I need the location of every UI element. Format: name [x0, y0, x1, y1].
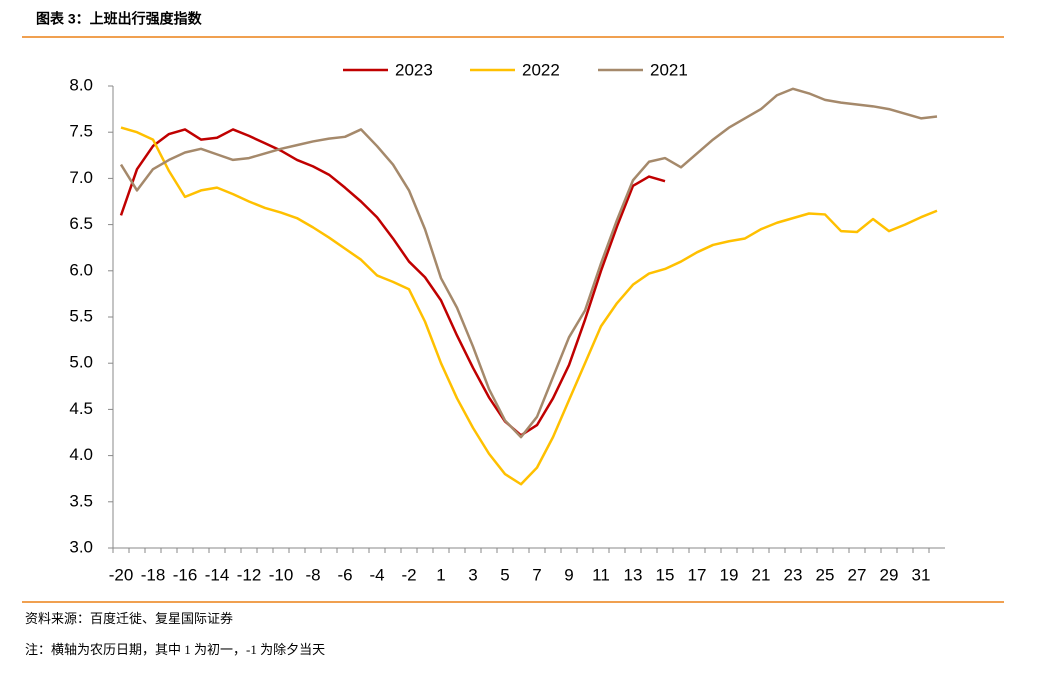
- y-tick-label: 7.5: [69, 122, 93, 141]
- x-tick-label: -2: [401, 565, 416, 584]
- y-tick-label: 8.0: [69, 75, 93, 94]
- x-tick-label: -18: [141, 565, 166, 584]
- x-tick-label: -10: [269, 565, 294, 584]
- x-tick-label: 29: [880, 565, 899, 584]
- x-tick-label: -12: [237, 565, 262, 584]
- x-tick-label: -14: [205, 565, 230, 584]
- x-tick-label: 13: [624, 565, 643, 584]
- y-tick-label: 6.0: [69, 260, 93, 279]
- y-tick-label: 3.5: [69, 491, 93, 510]
- legend-label: 2023: [395, 60, 433, 79]
- y-tick-label: 5.5: [69, 306, 93, 325]
- source: 资料来源：百度迁徙、复星国际证券: [25, 611, 233, 626]
- chart-title: 图表 3：上班出行强度指数: [36, 11, 203, 27]
- y-tick-label: 7.0: [69, 168, 93, 187]
- x-tick-label: 27: [848, 565, 867, 584]
- x-tick-label: -8: [305, 565, 320, 584]
- x-tick-label: 17: [688, 565, 707, 584]
- y-tick-label: 4.0: [69, 445, 93, 464]
- x-tick-label: -6: [337, 565, 352, 584]
- x-tick-label: 3: [468, 565, 477, 584]
- x-tick-label: -20: [109, 565, 134, 584]
- series-line: [119, 128, 666, 437]
- x-tick-label: 31: [912, 565, 931, 584]
- y-tick-label: 3.0: [69, 537, 93, 556]
- x-tick-label: 9: [564, 565, 573, 584]
- legend-label: 2021: [650, 60, 688, 79]
- x-tick-label: 21: [752, 565, 771, 584]
- x-tick-label: -16: [173, 565, 198, 584]
- x-tick-label: 1: [436, 565, 445, 584]
- x-tick-label: 11: [592, 565, 610, 584]
- y-tick-label: 6.5: [69, 214, 93, 233]
- x-tick-label: 25: [816, 565, 835, 584]
- series-line: [119, 87, 938, 439]
- x-tick-label: -4: [369, 565, 384, 584]
- legend-label: 2022: [522, 60, 560, 79]
- x-tick-label: 15: [656, 565, 675, 584]
- note: 注：横轴为农历日期，其中 1 为初一，-1 为除夕当天: [25, 642, 325, 657]
- y-tick-label: 4.5: [69, 399, 93, 418]
- y-tick-label: 5.0: [69, 353, 93, 372]
- series-line: [120, 126, 938, 486]
- x-tick-label: 23: [784, 565, 803, 584]
- x-tick-label: 7: [532, 565, 541, 584]
- x-tick-label: 19: [720, 565, 739, 584]
- x-tick-label: 5: [500, 565, 509, 584]
